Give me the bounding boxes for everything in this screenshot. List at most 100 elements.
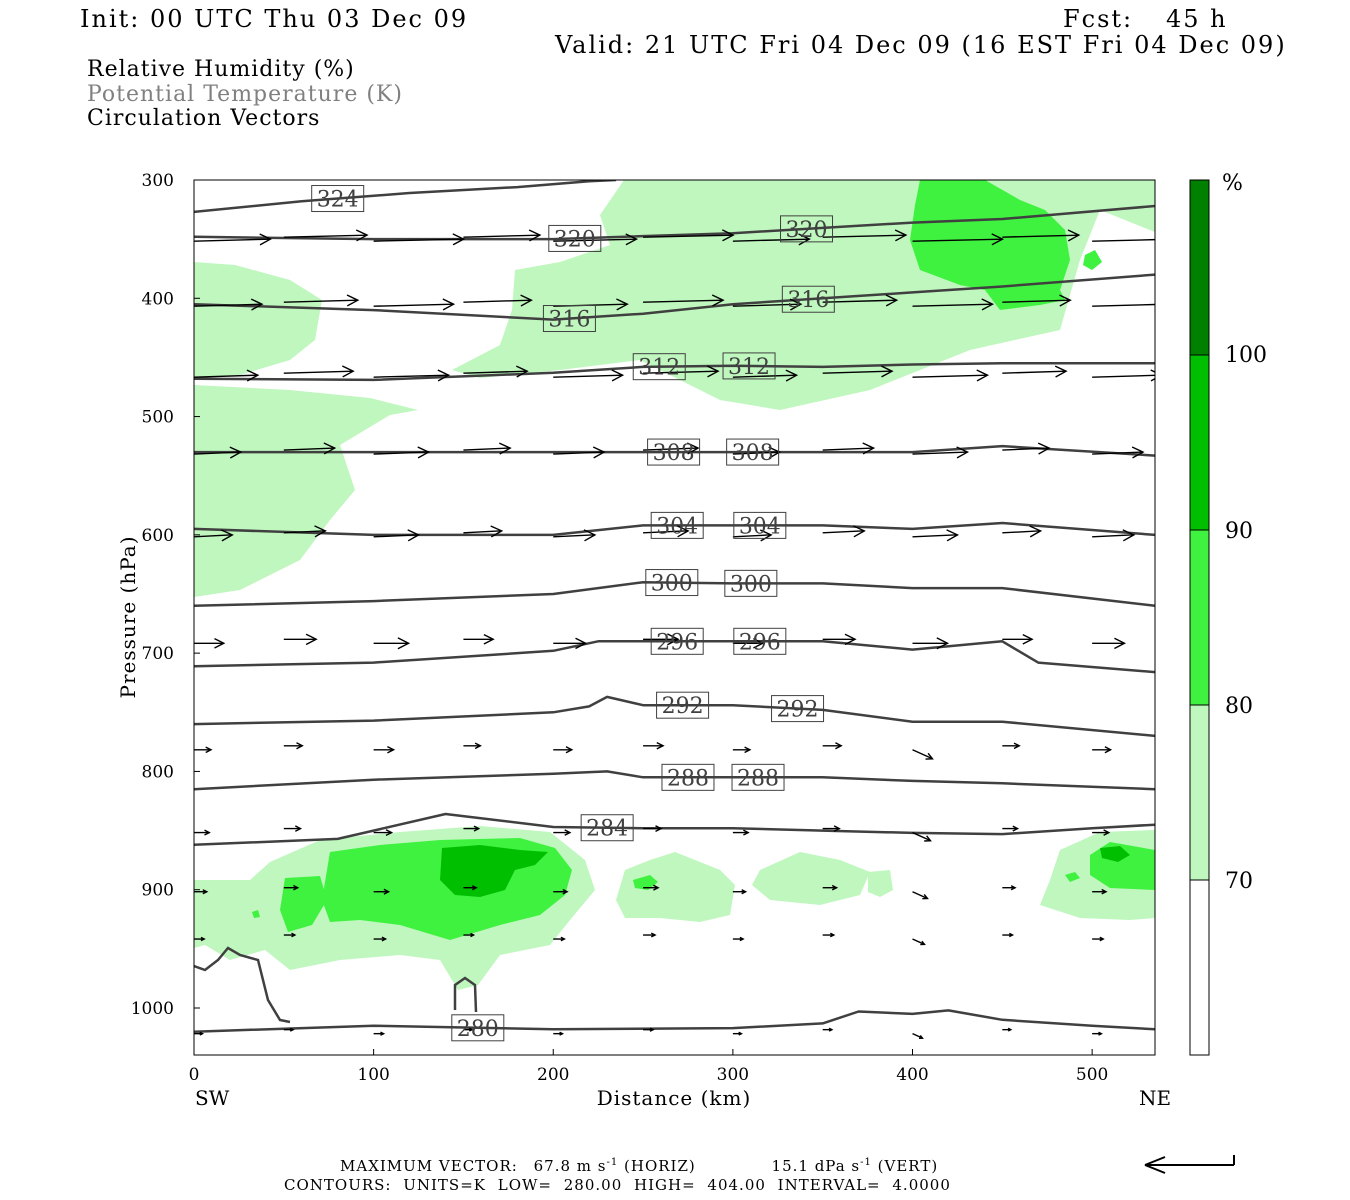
max-vector-label: MAXIMUM VECTOR: (340, 1157, 518, 1175)
circulation-vector (643, 299, 724, 303)
circulation-vector (643, 234, 734, 238)
y-tick-label: 900 (142, 881, 174, 901)
x-axis-right-end: NE (1139, 1086, 1171, 1110)
theta-contour-316 (194, 273, 1155, 321)
circulation-vector-head (759, 529, 773, 542)
circulation-vector-head (259, 233, 273, 246)
circulation-vector-head (1101, 888, 1108, 895)
circulation-vector-head (1008, 932, 1015, 938)
theta-contours (194, 180, 1155, 1033)
theta-contour-low-left (194, 946, 478, 1024)
contour-label-box (661, 763, 715, 791)
x-axis-left-end: SW (195, 1086, 230, 1110)
circulation-vector (912, 451, 968, 455)
circulation-vector-head (305, 633, 318, 646)
circulation-vector (283, 299, 358, 303)
x-axis: 0 100 200 300 400 500 (189, 1049, 1108, 1085)
contour-label-304: 304 (739, 514, 781, 539)
circulation-vector-head (656, 741, 665, 750)
circulation-vector-head (293, 884, 300, 891)
circulation-vector-head (1104, 746, 1113, 754)
legend-rh: Relative Humidity (%) (87, 57, 355, 82)
circulation-vector (1092, 534, 1134, 538)
contour-label-box (733, 627, 787, 655)
circulation-vector-head (1013, 742, 1021, 750)
contour-label-312: 312 (728, 355, 770, 380)
rh-80-left-small (280, 876, 327, 932)
theta-contour-308 (194, 444, 1155, 457)
circulation-vector-head (380, 1031, 386, 1036)
circulation-vector-head (956, 446, 970, 459)
theta-contour-labels: 324 320 320 316 316 312 312 308 308 304 304 300 300 2… (311, 185, 835, 1042)
circulation-vector-head (205, 746, 213, 754)
circulation-vector-head (616, 298, 629, 311)
circulation-vector (1092, 374, 1155, 378)
circulation-vector-head (1114, 637, 1127, 650)
circulation-vector-head (490, 525, 504, 538)
circulation-vector-head (831, 884, 839, 891)
circulation-vector (912, 303, 993, 307)
circulation-vector (553, 451, 605, 455)
reference-vector (1144, 1155, 1235, 1174)
theta-contour-296 (194, 640, 1155, 674)
circulation-vector-head (862, 442, 876, 455)
rh-70-center-blob (616, 852, 735, 922)
circulation-vector-head (1054, 365, 1068, 378)
x-axis-label: Distance (km) (597, 1086, 752, 1110)
circulation-vector-head (562, 888, 569, 895)
circulation-vector (732, 534, 772, 538)
circulation-vector-head (936, 637, 950, 650)
circulation-vector-head (744, 746, 752, 754)
circulation-vector (373, 303, 454, 307)
circulation-vector-head (483, 633, 495, 645)
legend-vectors: Circulation Vectors (87, 106, 321, 131)
y-axis: 300 400 500 600 700 800 900 1000 (131, 171, 200, 1019)
circulation-vector (1002, 299, 1071, 303)
theta-contour-312 (194, 362, 1155, 382)
circulation-vector-head (200, 936, 206, 942)
circulation-vector-head (828, 1027, 834, 1032)
circulation-vector-head (1029, 525, 1043, 538)
circulation-vector (732, 303, 801, 307)
circulation-vector (1092, 238, 1155, 242)
circulation-vector-head (1067, 229, 1081, 242)
y-tick-label: 1000 (131, 999, 174, 1019)
contour-label-288: 288 (737, 766, 779, 791)
contour-label-288: 288 (667, 766, 709, 791)
rh-80-tiny-left (252, 910, 260, 918)
circulation-vector-head (946, 529, 960, 542)
circulation-vector-head (833, 825, 841, 832)
circulation-vector (643, 447, 699, 451)
circulation-vector-head (981, 298, 995, 311)
circulation-vector-head (1010, 885, 1017, 891)
circulation-vector-head (202, 889, 209, 895)
contour-label-box (542, 305, 596, 333)
circulation-vector-head (229, 446, 243, 459)
circulation-vector (912, 1033, 923, 1039)
forecast-hour-label: Fcst: (1063, 5, 1134, 33)
contour-label-box (733, 511, 787, 539)
circulation-vector (912, 238, 1003, 242)
circulation-vector-head (922, 893, 929, 900)
rh-80-upper-area (910, 180, 1070, 310)
circulation-vector-head (199, 1031, 205, 1036)
circulation-vector-head (516, 365, 529, 378)
horiz-exponent: -1 (606, 1157, 619, 1168)
circulation-vector-head (655, 825, 663, 833)
circulation-vector (822, 447, 874, 451)
circulation-vector-head (559, 1031, 565, 1036)
rh-90-right-area (1100, 846, 1130, 862)
contour-label-box (650, 627, 704, 655)
circulation-vector-head (470, 932, 476, 938)
rh-80-center-small (633, 875, 658, 890)
circulation-vector (643, 530, 689, 534)
circulation-vector-head (611, 369, 625, 382)
theta-contour-300 (194, 580, 1155, 608)
y-tick-label: 700 (142, 644, 174, 664)
circulation-vector (912, 831, 931, 842)
circulation-vector-head (925, 752, 934, 760)
circulation-vector (912, 891, 928, 900)
contour-label-320: 320 (554, 227, 596, 252)
circulation-vector-head (583, 529, 597, 542)
vert-exponent: -1 (860, 1157, 872, 1168)
